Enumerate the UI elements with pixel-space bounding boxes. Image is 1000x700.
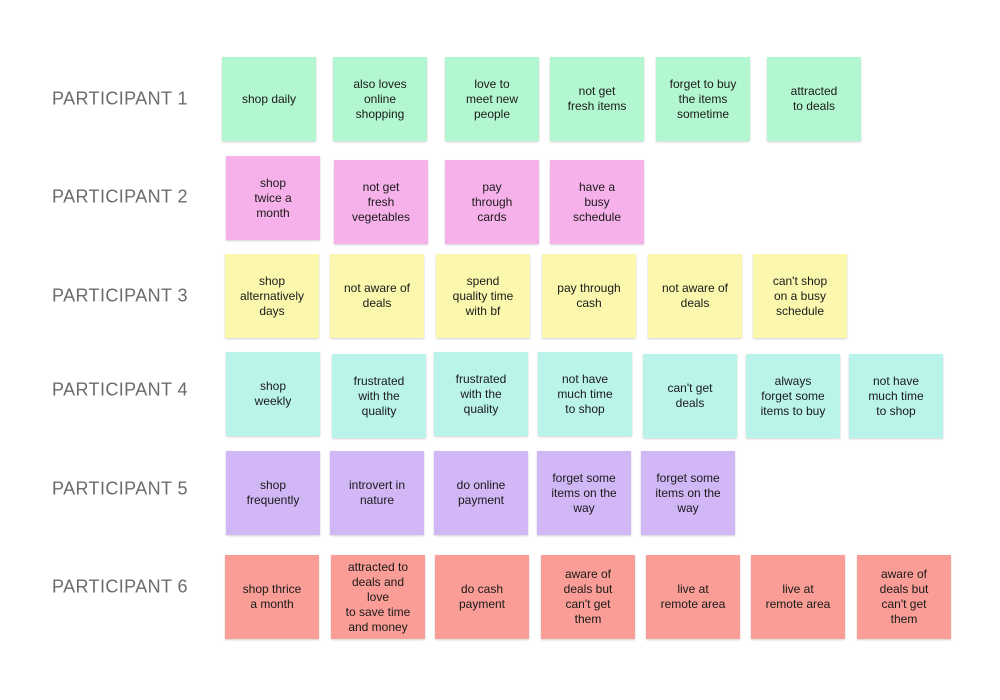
sticky-note: forget some items on the way — [641, 451, 735, 535]
participant-label: PARTICIPANT 2 — [52, 186, 188, 207]
participant-label: PARTICIPANT 1 — [52, 88, 188, 109]
sticky-note: can't get deals — [643, 354, 737, 438]
participant-label: PARTICIPANT 4 — [52, 379, 188, 400]
participant-label: PARTICIPANT 6 — [52, 576, 188, 597]
sticky-note: not aware of deals — [330, 254, 424, 338]
participant-label: PARTICIPANT 5 — [52, 478, 188, 499]
sticky-note: not get fresh vegetables — [334, 160, 428, 244]
sticky-note: shop twice a month — [226, 156, 320, 240]
sticky-note: shop daily — [222, 57, 316, 141]
sticky-note: shop alternatively days — [225, 254, 319, 338]
sticky-note: pay through cash — [542, 254, 636, 338]
sticky-note: introvert in nature — [330, 451, 424, 535]
sticky-note: frustrated with the quality — [332, 354, 426, 438]
sticky-note: shop weekly — [226, 352, 320, 436]
sticky-note: live at remote area — [646, 555, 740, 639]
sticky-note: also loves online shopping — [333, 57, 427, 141]
sticky-note: shop thrice a month — [225, 555, 319, 639]
sticky-note: pay through cards — [445, 160, 539, 244]
sticky-note: have a busy schedule — [550, 160, 644, 244]
sticky-note: not aware of deals — [648, 254, 742, 338]
sticky-note: shop frequently — [226, 451, 320, 535]
sticky-note: love to meet new people — [445, 57, 539, 141]
sticky-note: forget some items on the way — [537, 451, 631, 535]
sticky-note: do cash payment — [435, 555, 529, 639]
sticky-note: aware of deals but can't get them — [541, 555, 635, 639]
sticky-note: do online payment — [434, 451, 528, 535]
sticky-note: attracted to deals and love to save time… — [331, 555, 425, 639]
sticky-note: always forget some items to buy — [746, 354, 840, 438]
sticky-note: aware of deals but can't get them — [857, 555, 951, 639]
sticky-note: spend quality time with bf — [436, 254, 530, 338]
sticky-note: not have much time to shop — [538, 352, 632, 436]
sticky-note: attracted to deals — [767, 57, 861, 141]
sticky-note: forget to buy the items sometime — [656, 57, 750, 141]
participant-label: PARTICIPANT 3 — [52, 285, 188, 306]
sticky-note: can't shop on a busy schedule — [753, 254, 847, 338]
sticky-note: not get fresh items — [550, 57, 644, 141]
sticky-note: not have much time to shop — [849, 354, 943, 438]
sticky-note: live at remote area — [751, 555, 845, 639]
sticky-note: frustrated with the quality — [434, 352, 528, 436]
